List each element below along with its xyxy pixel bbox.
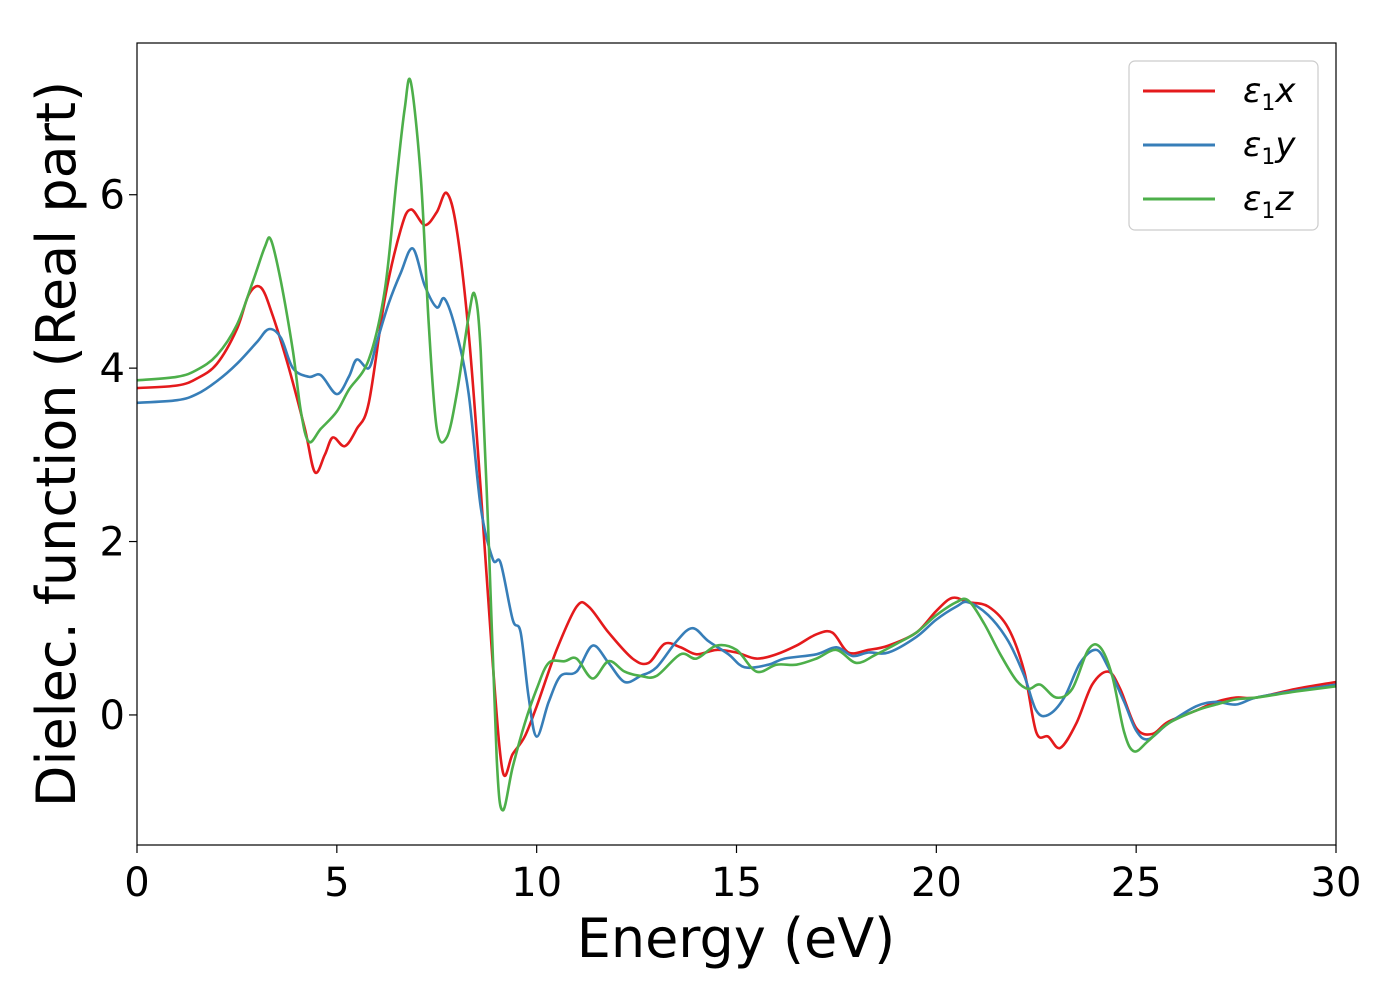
y-tick-label: 0	[100, 693, 125, 739]
series-line-x	[137, 191, 1336, 778]
x-axis-ticks: 0 5 10 15 20 25 30	[124, 845, 1361, 906]
y-tick-label: 2	[100, 520, 125, 566]
legend-label-x: ε1x	[1243, 71, 1296, 116]
x-tick-label: 10	[511, 860, 562, 906]
x-axis-label: Energy (eV)	[577, 907, 896, 970]
series-lines	[137, 77, 1336, 812]
x-tick-label: 15	[711, 860, 762, 906]
y-axis-label: Dielec. function (Real part)	[25, 81, 88, 807]
x-tick-label: 5	[324, 860, 349, 906]
legend: ε1x ε1y ε1z	[1128, 60, 1319, 231]
series-line-z	[137, 77, 1336, 812]
legend-box	[1128, 60, 1319, 231]
x-tick-label: 25	[1111, 860, 1162, 906]
x-tick-label: 20	[911, 860, 962, 906]
series-line-y	[137, 247, 1336, 741]
y-axis-ticks: 0 2 4 6	[100, 173, 137, 739]
y-tick-label: 6	[100, 173, 125, 219]
x-tick-label: 0	[124, 860, 149, 906]
legend-label-y: ε1y	[1243, 125, 1296, 170]
legend-label-z: ε1z	[1243, 179, 1294, 224]
x-tick-label: 30	[1311, 860, 1362, 906]
y-tick-label: 4	[100, 346, 125, 392]
